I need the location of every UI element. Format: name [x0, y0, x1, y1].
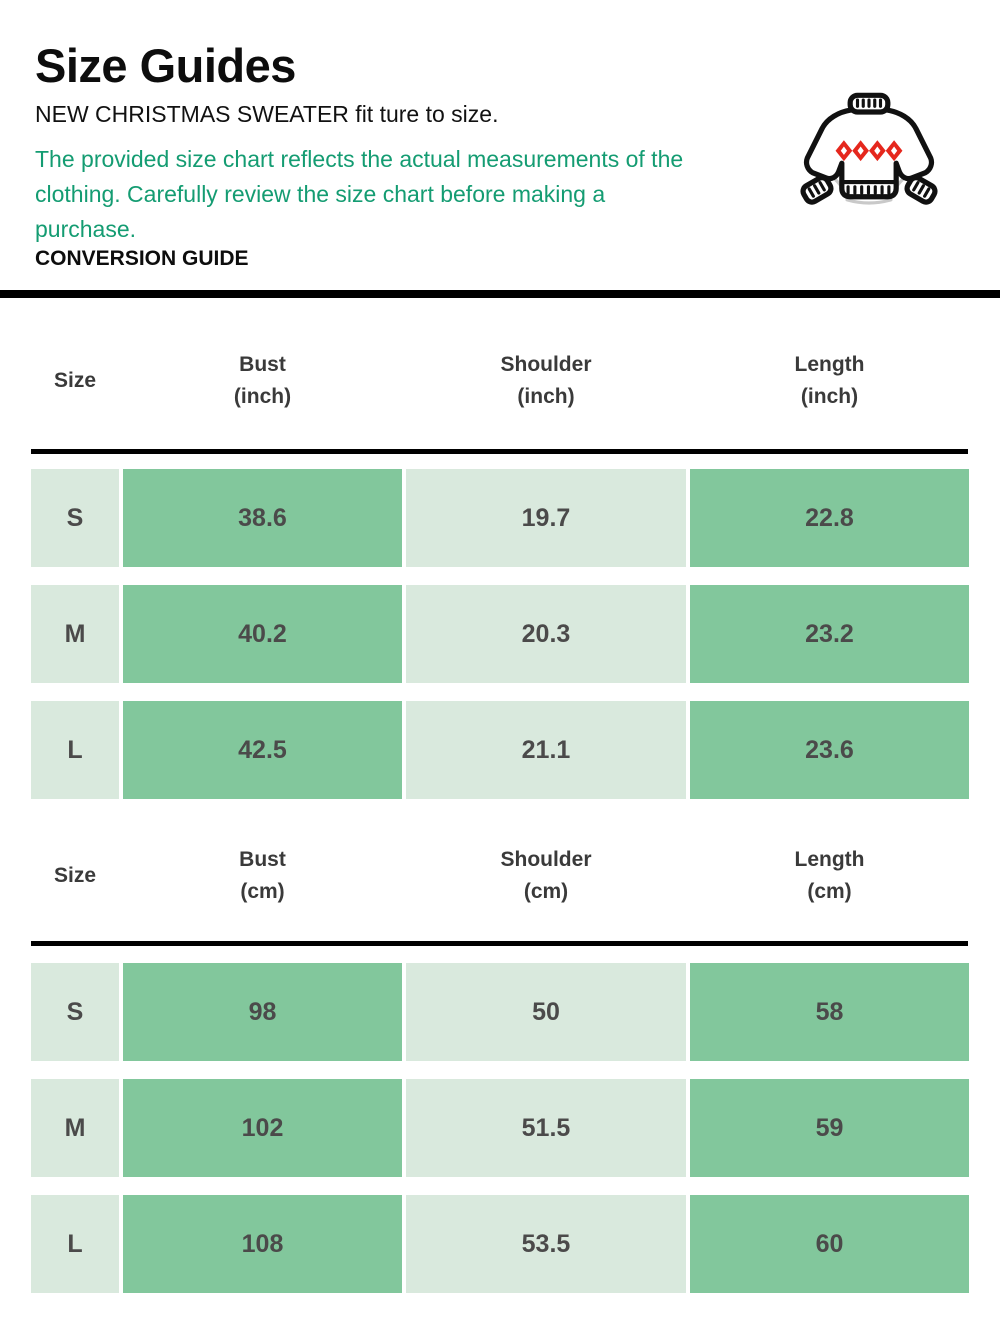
bust-cell: 38.6 [123, 469, 402, 567]
table-cm-body: S 98 50 58 M 102 51.5 59 L 108 53.5 60 [31, 963, 969, 1293]
sweater-icon [800, 92, 938, 227]
shoulder-cell: 53.5 [406, 1195, 686, 1293]
conversion-guide-label: CONVERSION GUIDE [35, 247, 249, 270]
table-cm-header: Size Bust (cm) Shoulder (cm) Length (cm) [31, 800, 968, 938]
column-header-size: Size [53, 368, 97, 392]
fit-subtitle: NEW CHRISTMAS SWEATER fit ture to size. [35, 101, 499, 127]
page-title: Size Guides [35, 39, 296, 92]
table-inch-header-divider [31, 449, 968, 454]
table-inch-body: S 38.6 19.7 22.8 M 40.2 20.3 23.2 L 42.5… [31, 469, 969, 799]
length-cell: 58 [690, 963, 969, 1061]
shoulder-cell: 20.3 [406, 585, 686, 683]
bust-cell: 98 [123, 963, 402, 1061]
length-cell: 23.6 [690, 701, 969, 799]
size-cell: M [31, 585, 119, 683]
table-inch-header: Size Bust (inch) Shoulder (inch) Length … [31, 302, 968, 447]
bust-cell: 102 [123, 1079, 402, 1177]
column-header-length: Length (cm) [794, 848, 865, 903]
shoulder-cell: 50 [406, 963, 686, 1061]
column-header-length: Length (inch) [794, 352, 865, 408]
bust-cell: 40.2 [123, 585, 402, 683]
table-cm-header-divider [31, 941, 968, 946]
size-cell: S [31, 963, 119, 1061]
shoulder-cell: 19.7 [406, 469, 686, 567]
shoulder-cell: 51.5 [406, 1079, 686, 1177]
length-cell: 22.8 [690, 469, 969, 567]
length-cell: 60 [690, 1195, 969, 1293]
length-cell: 59 [690, 1079, 969, 1177]
column-header-bust: Bust (cm) [239, 848, 286, 903]
size-cell: L [31, 701, 119, 799]
column-header-bust: Bust (inch) [233, 352, 292, 408]
column-header-shoulder: Shoulder (cm) [500, 848, 592, 903]
bust-cell: 42.5 [123, 701, 402, 799]
bust-cell: 108 [123, 1195, 402, 1293]
size-cell: M [31, 1079, 119, 1177]
column-header-shoulder: Shoulder (inch) [500, 352, 592, 408]
top-divider-bar [0, 290, 1000, 298]
size-cell: S [31, 469, 119, 567]
column-header-size: Size [53, 864, 97, 887]
size-cell: L [31, 1195, 119, 1293]
length-cell: 23.2 [690, 585, 969, 683]
measurement-note: The provided size chart reflects the act… [35, 146, 684, 242]
shoulder-cell: 21.1 [406, 701, 686, 799]
